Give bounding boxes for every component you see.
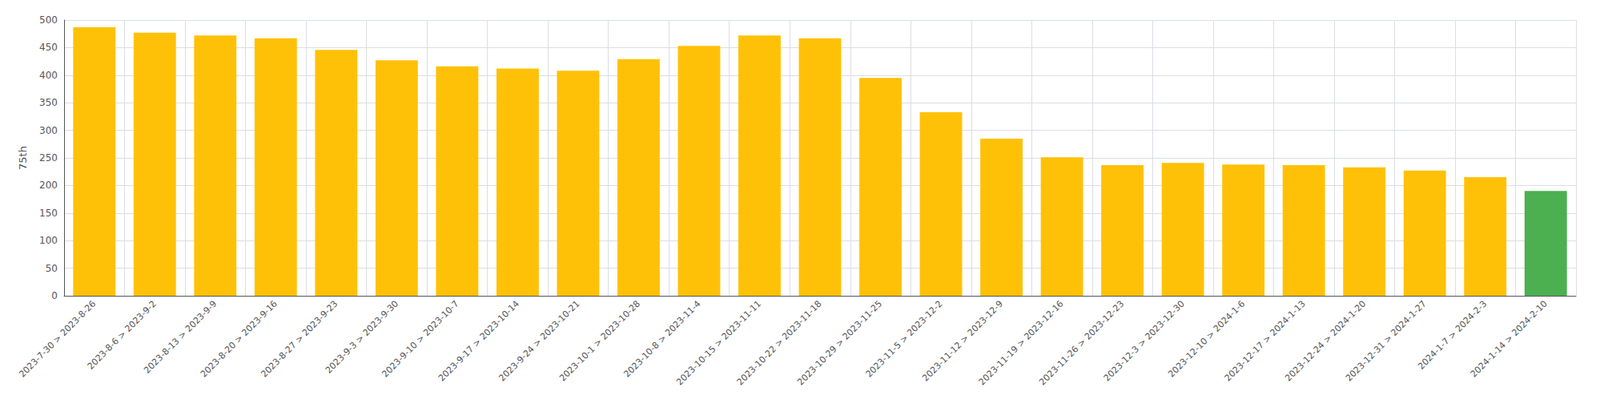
svg-text:2023-10-8 > 2023-11-4: 2023-10-8 > 2023-11-4 — [621, 298, 703, 380]
svg-text:500: 500 — [39, 14, 58, 26]
svg-text:75th: 75th — [16, 145, 29, 170]
svg-text:2024-1-7 > 2024-2-3: 2024-1-7 > 2024-2-3 — [1415, 297, 1489, 371]
svg-text:2023-11-12 > 2023-12-9: 2023-11-12 > 2023-12-9 — [920, 298, 1006, 384]
svg-text:2023-11-5 > 2023-12-2: 2023-11-5 > 2023-12-2 — [863, 298, 945, 380]
svg-text:2023-10-29 > 2023-11-25: 2023-10-29 > 2023-11-25 — [795, 298, 885, 388]
svg-text:200: 200 — [39, 179, 58, 191]
svg-text:2023-9-3 > 2023-9-30: 2023-9-3 > 2023-9-30 — [323, 298, 401, 376]
svg-text:2023-9-24 > 2023-10-21: 2023-9-24 > 2023-10-21 — [496, 298, 582, 384]
svg-text:150: 150 — [39, 207, 58, 219]
svg-text:2023-12-3 > 2023-12-30: 2023-12-3 > 2023-12-30 — [1101, 298, 1187, 384]
svg-text:2023-12-24 > 2024-1-20: 2023-12-24 > 2024-1-20 — [1283, 298, 1369, 384]
svg-text:2023-8-6 > 2023-9-2: 2023-8-6 > 2023-9-2 — [85, 297, 159, 371]
svg-text:2023-12-10 > 2024-1-6: 2023-12-10 > 2024-1-6 — [1166, 298, 1248, 380]
svg-text:2023-9-10 > 2023-10-7: 2023-9-10 > 2023-10-7 — [379, 298, 461, 380]
svg-text:2023-11-26 > 2023-12-23: 2023-11-26 > 2023-12-23 — [1037, 298, 1127, 388]
svg-text:2023-12-17 > 2024-1-13: 2023-12-17 > 2024-1-13 — [1222, 298, 1308, 384]
svg-text:350: 350 — [39, 96, 58, 109]
svg-text:250: 250 — [39, 152, 58, 164]
svg-text:2023-11-19 > 2023-12-16: 2023-11-19 > 2023-12-16 — [976, 298, 1066, 388]
svg-text:2023-10-22 > 2023-11-18: 2023-10-22 > 2023-11-18 — [734, 298, 824, 388]
svg-text:450: 450 — [39, 41, 58, 53]
svg-text:2023-8-27 > 2023-9-23: 2023-8-27 > 2023-9-23 — [258, 298, 340, 380]
svg-text:2023-12-31 > 2024-1-27: 2023-12-31 > 2024-1-27 — [1343, 297, 1429, 383]
svg-text:300: 300 — [39, 124, 58, 137]
svg-text:2023-10-15 > 2023-11-11: 2023-10-15 > 2023-11-11 — [674, 298, 764, 388]
svg-text:100: 100 — [39, 234, 58, 246]
svg-text:2023-7-30 > 2023-8-26: 2023-7-30 > 2023-8-26 — [16, 297, 98, 379]
svg-text:2023-8-13 > 2023-9-9: 2023-8-13 > 2023-9-9 — [141, 298, 219, 376]
svg-text:2023-10-1 > 2023-10-28: 2023-10-1 > 2023-10-28 — [557, 298, 643, 384]
svg-text:2023-8-20 > 2023-9-16: 2023-8-20 > 2023-9-16 — [198, 298, 280, 380]
svg-text:50: 50 — [45, 262, 58, 274]
svg-text:2024-1-14 > 2024-2-10: 2024-1-14 > 2024-2-10 — [1468, 297, 1550, 379]
svg-text:2023-9-17 > 2023-10-14: 2023-9-17 > 2023-10-14 — [436, 298, 522, 384]
svg-text:0: 0 — [51, 289, 58, 302]
svg-text:400: 400 — [39, 69, 58, 81]
